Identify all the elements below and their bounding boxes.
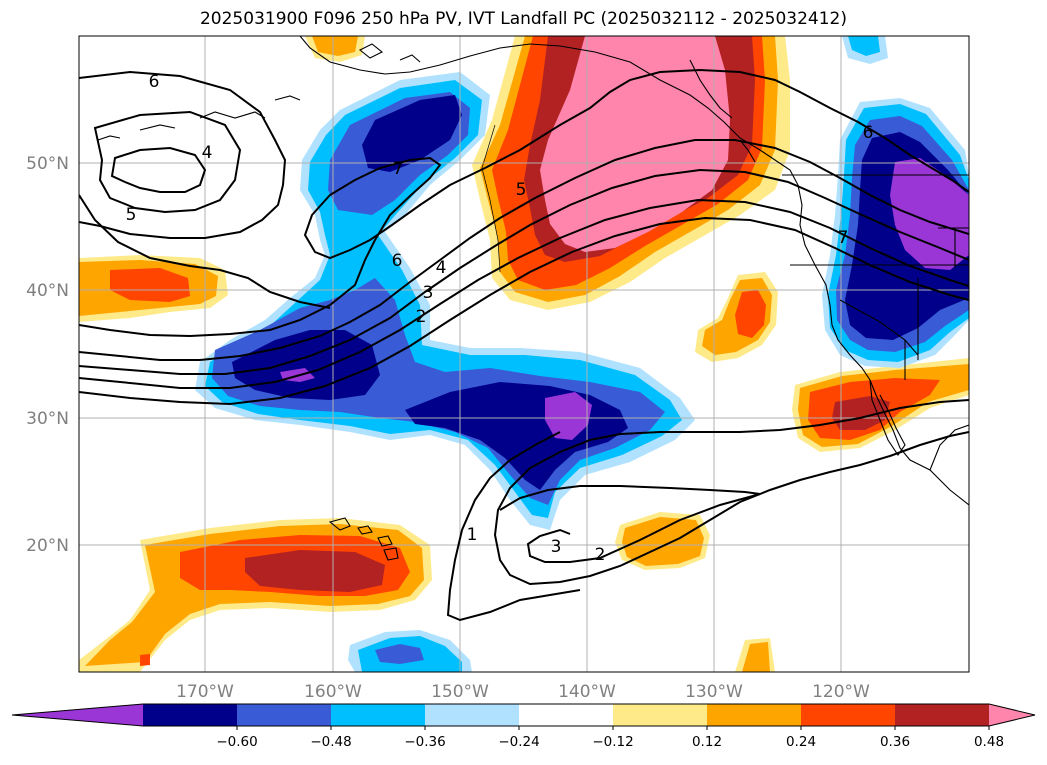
contour-label: 6 — [863, 123, 874, 143]
colorbar-segment — [613, 704, 708, 726]
colorbar-tick-label: −0.12 — [592, 734, 633, 750]
colorbar-segment — [237, 704, 332, 726]
colorbar-outline — [11, 703, 1036, 727]
colorbar-extend-min — [12, 704, 143, 726]
contour-label: 5 — [126, 205, 137, 225]
contour-label: 3 — [423, 283, 434, 303]
colorbar-tick-label: −0.24 — [498, 734, 539, 750]
colorbar-segment — [425, 704, 520, 726]
lon-label: 160°W — [304, 682, 362, 702]
map-panel: 6 4 5 7 6 4 3 2 5 6 7 1 3 2 — [79, 36, 969, 672]
negative-anomaly-central-pacific — [195, 72, 695, 530]
lat-labels: 50°N 40°N 30°N 20°N — [26, 154, 69, 556]
colorbar-tick-label: 0.12 — [692, 734, 722, 750]
positive-anomaly-bottom — [735, 638, 775, 672]
colorbar-segment — [519, 704, 614, 726]
map-frame — [78, 35, 970, 673]
positive-anomaly-20n-135w — [615, 512, 710, 570]
colorbar-tick-label: 0.48 — [974, 734, 1004, 750]
coastlines — [97, 36, 969, 561]
positive-anomaly-west-40n — [79, 255, 228, 322]
contour-label: 5 — [516, 180, 527, 200]
contour-label: 6 — [392, 251, 403, 271]
lon-label: 120°W — [812, 682, 870, 702]
map-title: 2025031900 F096 250 hPa PV, IVT Landfall… — [199, 9, 847, 29]
positive-anomaly-hawaii — [79, 518, 432, 672]
colorbar-tick-label: −0.48 — [310, 734, 351, 750]
colorbar-tick-label: −0.36 — [404, 734, 445, 750]
lon-label: 140°W — [558, 682, 616, 702]
lon-label: 170°W — [176, 682, 234, 702]
colorbar-segment — [143, 704, 238, 726]
lat-label: 20°N — [26, 536, 69, 556]
lon-label: 150°W — [431, 682, 489, 702]
contour-label: 3 — [551, 537, 562, 557]
colorbar-tick-label: 0.36 — [880, 734, 910, 750]
contour-labels: 6 4 5 7 6 4 3 2 5 6 7 1 3 2 — [126, 72, 874, 565]
pv-contours — [79, 68, 969, 622]
contour-label: 7 — [393, 159, 404, 179]
colorbar-segment — [331, 704, 426, 726]
colorbar: −0.60 −0.48 −0.36 −0.24 −0.12 0.12 0.24 0.36 0.4… — [11, 703, 1036, 750]
contour-label: 2 — [595, 545, 606, 565]
colorbar-segment — [707, 704, 802, 726]
colorbar-tick-label: −0.60 — [216, 734, 257, 750]
contour-label: 6 — [149, 72, 160, 92]
lon-labels: 170°W 160°W 150°W 140°W 130°W 120°W — [176, 682, 870, 702]
colorbar-segment — [801, 704, 896, 726]
lat-label: 50°N — [26, 154, 69, 174]
lon-label: 130°W — [685, 682, 743, 702]
map-gridlines — [79, 36, 969, 672]
colorbar-tick-label: 0.24 — [786, 734, 816, 750]
colorbar-segment — [895, 704, 990, 726]
negative-anomaly-14n-155w — [348, 630, 472, 672]
contour-label: 4 — [202, 143, 213, 163]
positive-anomaly-offshore-california — [695, 272, 778, 362]
contour-label: 4 — [436, 258, 447, 278]
lat-label: 30°N — [26, 409, 69, 429]
contour-label: 2 — [416, 307, 427, 327]
colorbar-extend-max — [989, 704, 1035, 726]
contour-label: 7 — [838, 228, 849, 248]
contour-label: 1 — [467, 525, 478, 545]
lat-label: 40°N — [26, 281, 69, 301]
